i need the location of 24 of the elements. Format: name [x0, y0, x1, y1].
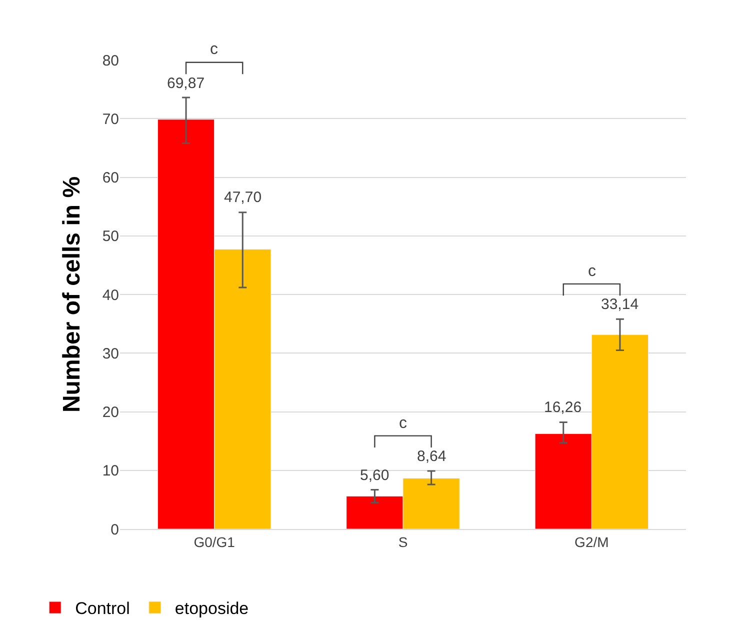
y-tick-label: 20 [102, 404, 119, 421]
y-tick-label: 50 [102, 228, 119, 246]
y-tick-label: 10 [102, 462, 119, 480]
x-tick-label: S [398, 534, 408, 550]
data-label: 5,60 [360, 467, 390, 484]
annotation: c [399, 415, 407, 432]
annotation: c [588, 263, 596, 280]
legend-label: etoposide [174, 599, 249, 618]
y-tick-label: 70 [102, 110, 119, 128]
y-axis-title: Number of cells in % [58, 176, 86, 413]
text: c [210, 41, 218, 58]
x-tick-label: G2/M [574, 534, 609, 550]
y-tick-label: 30 [102, 345, 119, 362]
data-label: 33,14 [601, 296, 639, 313]
data-label: 47,70 [224, 189, 262, 206]
y-tick-label: 0 [110, 521, 119, 538]
y-tick-label: 60 [102, 170, 119, 186]
data-label: 16,26 [544, 399, 582, 416]
y-tick-label: 80 [102, 52, 119, 70]
y-tick-label: 40 [102, 286, 119, 304]
legend-label: Control [75, 599, 130, 618]
x-tick-label: G0/G1 [194, 534, 236, 550]
data-label: 69,87 [167, 75, 205, 92]
data-label: 8,64 [417, 448, 446, 465]
